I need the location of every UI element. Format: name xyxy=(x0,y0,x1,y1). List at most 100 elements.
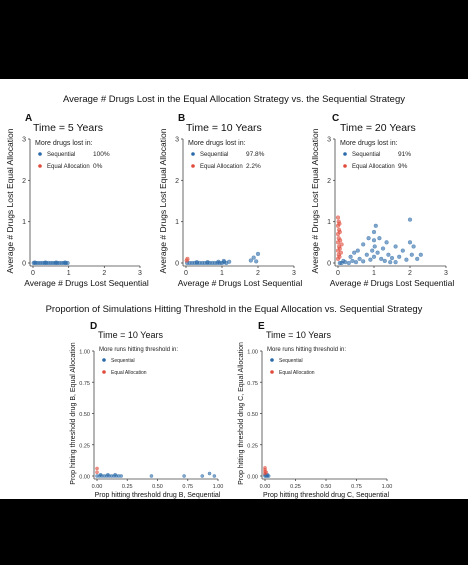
x-tick-label: 3 xyxy=(444,270,448,277)
legend-label: Sequential xyxy=(111,358,135,364)
point-sequential xyxy=(254,259,259,264)
point-sequential xyxy=(337,260,342,266)
x-tick-label: 3 xyxy=(292,270,296,277)
y-tick-label: 2 xyxy=(327,178,331,185)
x-tick-label: 0.50 xyxy=(152,484,163,490)
legend-title: More runs hitting threshold in: xyxy=(99,347,178,353)
x-axis-label: Prop hitting threshold drug C, Sequentia… xyxy=(263,492,390,499)
x-tick-label: 0.75 xyxy=(351,484,362,490)
point-sequential xyxy=(368,257,373,262)
y-tick-label: 0.25 xyxy=(247,443,258,449)
point-sequential xyxy=(375,250,380,255)
legend-swatch-equal xyxy=(343,164,347,168)
panel-letter: A xyxy=(25,113,32,124)
point-sequential xyxy=(106,472,110,477)
point-sequential xyxy=(404,257,409,262)
y-axis-label: Prop hitting threshold drug B, Equal All… xyxy=(70,342,77,485)
x-tick-label: 1.00 xyxy=(382,484,393,490)
legend-label: Sequential xyxy=(47,152,75,158)
point-sequential xyxy=(98,472,103,477)
point-sequential xyxy=(411,244,416,249)
point-equal xyxy=(337,254,342,259)
y-axis-label: Average # Drugs Lost Equal Allocation xyxy=(158,128,168,273)
x-tick-label: 0.25 xyxy=(122,484,133,490)
y-tick-label: 0 xyxy=(175,261,179,268)
legend-label: Equal Allocation xyxy=(47,164,90,170)
y-tick-label: 3 xyxy=(175,137,179,144)
y-tick-label: 1 xyxy=(327,219,331,226)
x-tick-label: 1 xyxy=(220,270,224,277)
point-sequential xyxy=(371,254,377,259)
point-sequential xyxy=(182,474,186,478)
y-tick-label: 3 xyxy=(22,137,26,144)
legend-swatch-sequential xyxy=(102,358,106,362)
point-sequential xyxy=(352,250,357,255)
point-sequential xyxy=(407,217,413,222)
x-tick-label: 0.00 xyxy=(260,484,271,490)
point-sequential xyxy=(200,474,205,478)
point-sequential xyxy=(350,258,355,263)
x-tick-label: 0.00 xyxy=(92,484,103,490)
point-sequential xyxy=(371,238,377,243)
x-tick-label: 0.25 xyxy=(290,484,301,490)
legend-title: More drugs lost in: xyxy=(340,140,398,147)
point-equal xyxy=(95,470,99,474)
y-tick-label: 0 xyxy=(327,261,331,268)
point-sequential xyxy=(227,259,232,264)
point-sequential xyxy=(372,244,377,249)
legend-percent: 2.2% xyxy=(246,163,261,170)
x-tick-label: 0 xyxy=(336,270,340,277)
point-sequential xyxy=(361,259,366,264)
y-axis-label: Average # Drugs Lost Equal Allocation xyxy=(5,128,15,273)
x-tick-label: 2 xyxy=(102,270,106,277)
point-sequential xyxy=(418,252,423,257)
legend-swatch-equal xyxy=(270,370,274,374)
x-tick-label: 0.50 xyxy=(321,484,332,490)
x-axis-label: Average # Drugs Lost Sequential xyxy=(178,278,303,288)
point-sequential xyxy=(393,260,398,265)
point-sequential xyxy=(380,246,386,251)
legend-swatch-sequential xyxy=(38,152,42,156)
x-tick-label: 0.75 xyxy=(182,484,193,490)
point-sequential xyxy=(353,260,359,265)
y-tick-label: 1.00 xyxy=(247,350,258,356)
point-sequential xyxy=(32,260,37,265)
x-tick-label: 1.00 xyxy=(213,484,224,490)
point-sequential xyxy=(341,258,346,263)
x-axis-label: Average # Drugs Lost Sequential xyxy=(24,278,149,288)
figure-canvas: Average # Drugs Lost in the Equal Alloca… xyxy=(5,94,454,499)
legend-label: Sequential xyxy=(279,358,303,364)
section1-title: Average # Drugs Lost in the Equal Alloca… xyxy=(63,94,405,105)
panel-title: Time = 10 Years xyxy=(98,330,163,340)
legend-percent: 9% xyxy=(398,163,408,170)
y-tick-label: 2 xyxy=(175,178,179,185)
y-tick-label: 1 xyxy=(175,219,179,226)
y-tick-label: 0.00 xyxy=(79,475,90,481)
panel-letter: D xyxy=(90,321,97,332)
point-sequential xyxy=(366,236,371,241)
point-sequential xyxy=(194,260,199,265)
legend-percent: 91% xyxy=(398,151,411,158)
point-sequential xyxy=(371,229,377,235)
y-tick-label: 0.25 xyxy=(79,443,90,449)
point-equal xyxy=(264,470,268,474)
point-sequential xyxy=(346,260,351,266)
legend-swatch-sequential xyxy=(191,152,195,156)
legend-percent: 0% xyxy=(93,163,103,170)
legend-percent: 100% xyxy=(93,151,110,158)
point-sequential xyxy=(205,260,210,265)
x-tick-label: 2 xyxy=(256,270,260,277)
legend-label: Sequential xyxy=(352,152,380,158)
x-tick-label: 1 xyxy=(67,270,71,277)
point-sequential xyxy=(63,260,68,265)
point-sequential xyxy=(113,472,117,477)
point-sequential xyxy=(382,258,387,263)
point-sequential xyxy=(361,242,366,247)
point-sequential xyxy=(216,259,221,264)
point-equal xyxy=(338,250,343,255)
legend-label: Equal Allocation xyxy=(111,370,147,376)
legend-swatch-sequential xyxy=(270,358,274,362)
